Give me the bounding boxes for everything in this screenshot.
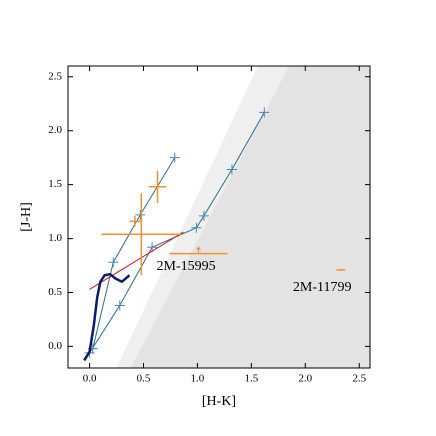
marker bbox=[147, 242, 158, 253]
marker bbox=[198, 210, 209, 221]
x-tick-label: 0.0 bbox=[83, 373, 97, 385]
marker bbox=[226, 164, 237, 175]
y-axis-label: [J-H] bbox=[19, 202, 34, 232]
y-tick-label: 2.5 bbox=[48, 70, 62, 82]
marker bbox=[169, 152, 180, 163]
y-tick-label: 1.0 bbox=[48, 232, 62, 244]
point-label: 2M-15995 bbox=[157, 259, 216, 274]
marker bbox=[135, 209, 146, 220]
y-tick-label: 0.0 bbox=[48, 340, 62, 352]
marker bbox=[191, 222, 202, 233]
y-tick-label: 1.5 bbox=[48, 178, 62, 190]
region bbox=[130, 66, 370, 368]
point-label: 2M-11799 bbox=[293, 280, 352, 295]
x-tick-label: 1.5 bbox=[244, 373, 258, 385]
marker bbox=[259, 107, 270, 118]
plot-frame bbox=[67, 65, 371, 369]
line bbox=[83, 272, 131, 362]
x-tick-label: 2.0 bbox=[298, 373, 312, 385]
x-tick-label: 2.5 bbox=[352, 373, 366, 385]
y-tick-label: 2.0 bbox=[48, 124, 62, 136]
limit-arrow bbox=[196, 246, 201, 254]
line bbox=[89, 231, 184, 290]
x-tick-label: 1.0 bbox=[191, 373, 205, 385]
plot-area bbox=[83, 66, 370, 368]
y-tick-label: 0.5 bbox=[48, 286, 62, 298]
x-tick-label: 0.5 bbox=[137, 373, 151, 385]
x-axis-label: [H-K] bbox=[202, 394, 236, 409]
marker bbox=[108, 257, 119, 268]
marker bbox=[114, 300, 125, 311]
